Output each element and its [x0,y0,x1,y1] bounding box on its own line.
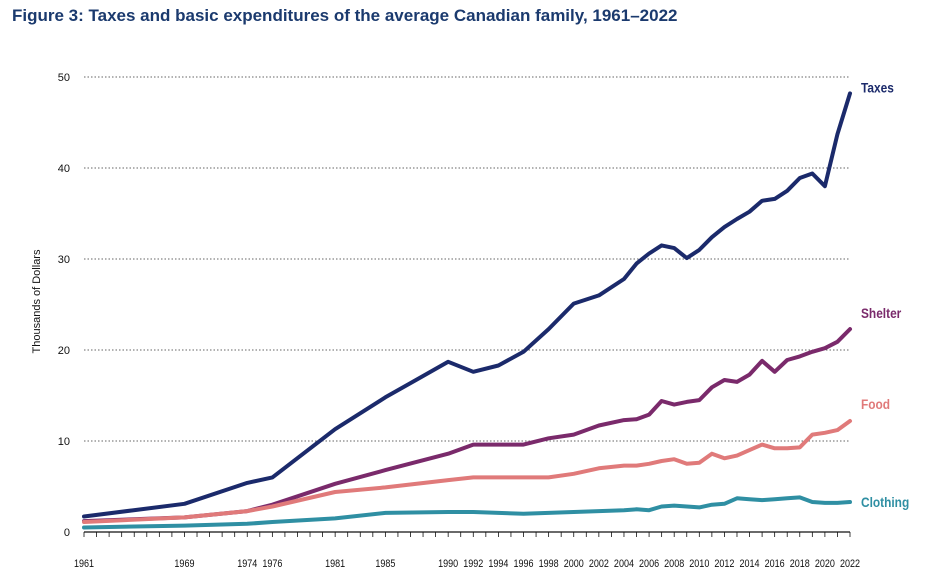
y-tick-label: 0 [64,527,70,539]
x-tick-label: 2000 [564,558,584,570]
x-tick-label: 2008 [664,558,684,570]
y-tick-label: 30 [58,254,70,266]
x-tick-label: 1990 [438,558,458,570]
x-tick-label: 2016 [765,558,785,570]
series-label-taxes: Taxes [861,79,894,95]
x-tick-label: 2012 [714,558,734,570]
y-axis-label: Thousands of Dollars [31,249,43,353]
y-tick-label: 50 [58,72,70,84]
y-tick-label: 40 [58,163,70,175]
x-tick-label: 2004 [614,558,634,570]
x-tick-label: 1998 [539,558,559,570]
chart-title: Figure 3: Taxes and basic expenditures o… [12,6,678,25]
x-tick-label: 1996 [513,558,533,570]
x-tick-label: 2018 [790,558,810,570]
series-line-shelter [82,327,852,524]
x-tick-label: 1981 [325,558,345,570]
x-tick-label: 1994 [488,558,508,570]
series-line-food [82,419,852,524]
x-tick-label: 1976 [262,558,282,570]
x-tick-label: 1985 [375,558,395,570]
y-tick-label: 10 [58,436,70,448]
x-tick-label: 1961 [74,558,94,570]
series-line-taxes [82,91,852,519]
x-tick-label: 2006 [639,558,659,570]
series-label-clothing: Clothing [861,494,909,510]
x-tick-label: 1992 [463,558,483,570]
x-tick-label: 2020 [815,558,835,570]
x-tick-label: 2022 [840,558,860,570]
x-tick-label: 2002 [589,558,609,570]
series-line-clothing [82,495,852,530]
x-tick-label: 2014 [740,558,760,570]
series-label-shelter: Shelter [861,305,901,321]
x-tick-label: 2010 [689,558,709,570]
x-tick-label: 1974 [237,558,257,570]
series-label-food: Food [861,396,890,412]
x-tick-label: 1969 [174,558,194,570]
y-tick-label: 20 [58,345,70,357]
